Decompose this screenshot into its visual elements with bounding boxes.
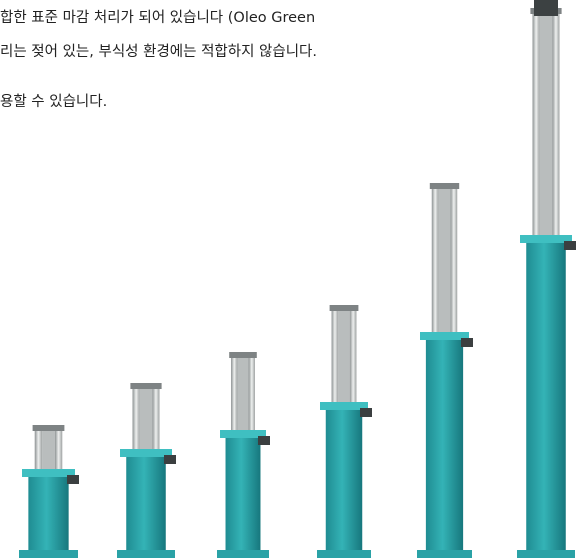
teal-column [425, 335, 464, 552]
steel-back-plate [539, 14, 553, 238]
side-box [461, 338, 473, 347]
steel-tube [231, 358, 238, 433]
teal-column [28, 472, 69, 552]
base-plate [517, 550, 575, 558]
steel-tube [331, 311, 339, 405]
top-cap [534, 0, 558, 16]
cap-plate [32, 425, 65, 431]
steel-tube [431, 189, 439, 335]
base-plate [317, 550, 371, 558]
text-line: 리는 젖어 있는, 부식성 환경에는 적합하지 않습니다. [0, 44, 318, 60]
steel-back-plate [438, 189, 451, 335]
text-line: 용할 수 있습니다. [0, 94, 108, 110]
teal-ledge [520, 235, 572, 243]
steel-tube [152, 389, 160, 452]
teal-column [526, 238, 566, 552]
cap-plate [429, 183, 460, 189]
steel-tube [552, 14, 560, 238]
teal-ledge [320, 402, 368, 410]
steel-tube [450, 189, 458, 335]
steel-tube [132, 389, 140, 452]
text-line: 합한 표준 마감 처리가 되어 있습니다 (Oleo Green [0, 10, 316, 26]
side-box [164, 455, 176, 464]
steel-back-plate [237, 358, 249, 433]
steel-back-plate [139, 389, 153, 452]
steel-back-plate [338, 311, 350, 405]
side-box [360, 408, 372, 417]
side-box [67, 475, 79, 484]
teal-column [126, 452, 166, 552]
steel-tube [349, 311, 357, 405]
base-plate [417, 550, 472, 558]
teal-column [225, 433, 261, 552]
steel-tube [54, 431, 63, 472]
base-plate [217, 550, 269, 558]
cap-plate [229, 352, 257, 358]
steel-tube [34, 431, 43, 472]
teal-ledge [120, 449, 172, 457]
cap-plate [329, 305, 359, 311]
teal-ledge [420, 332, 469, 340]
teal-ledge [22, 469, 75, 477]
teal-ledge [220, 430, 266, 438]
side-box [258, 436, 270, 445]
steel-back-plate [42, 431, 55, 472]
base-plate [117, 550, 175, 558]
steel-tube [532, 14, 540, 238]
side-box [564, 241, 576, 250]
cap-plate [130, 383, 162, 389]
teal-column [325, 405, 363, 552]
steel-tube [248, 358, 255, 433]
base-plate [19, 550, 78, 558]
